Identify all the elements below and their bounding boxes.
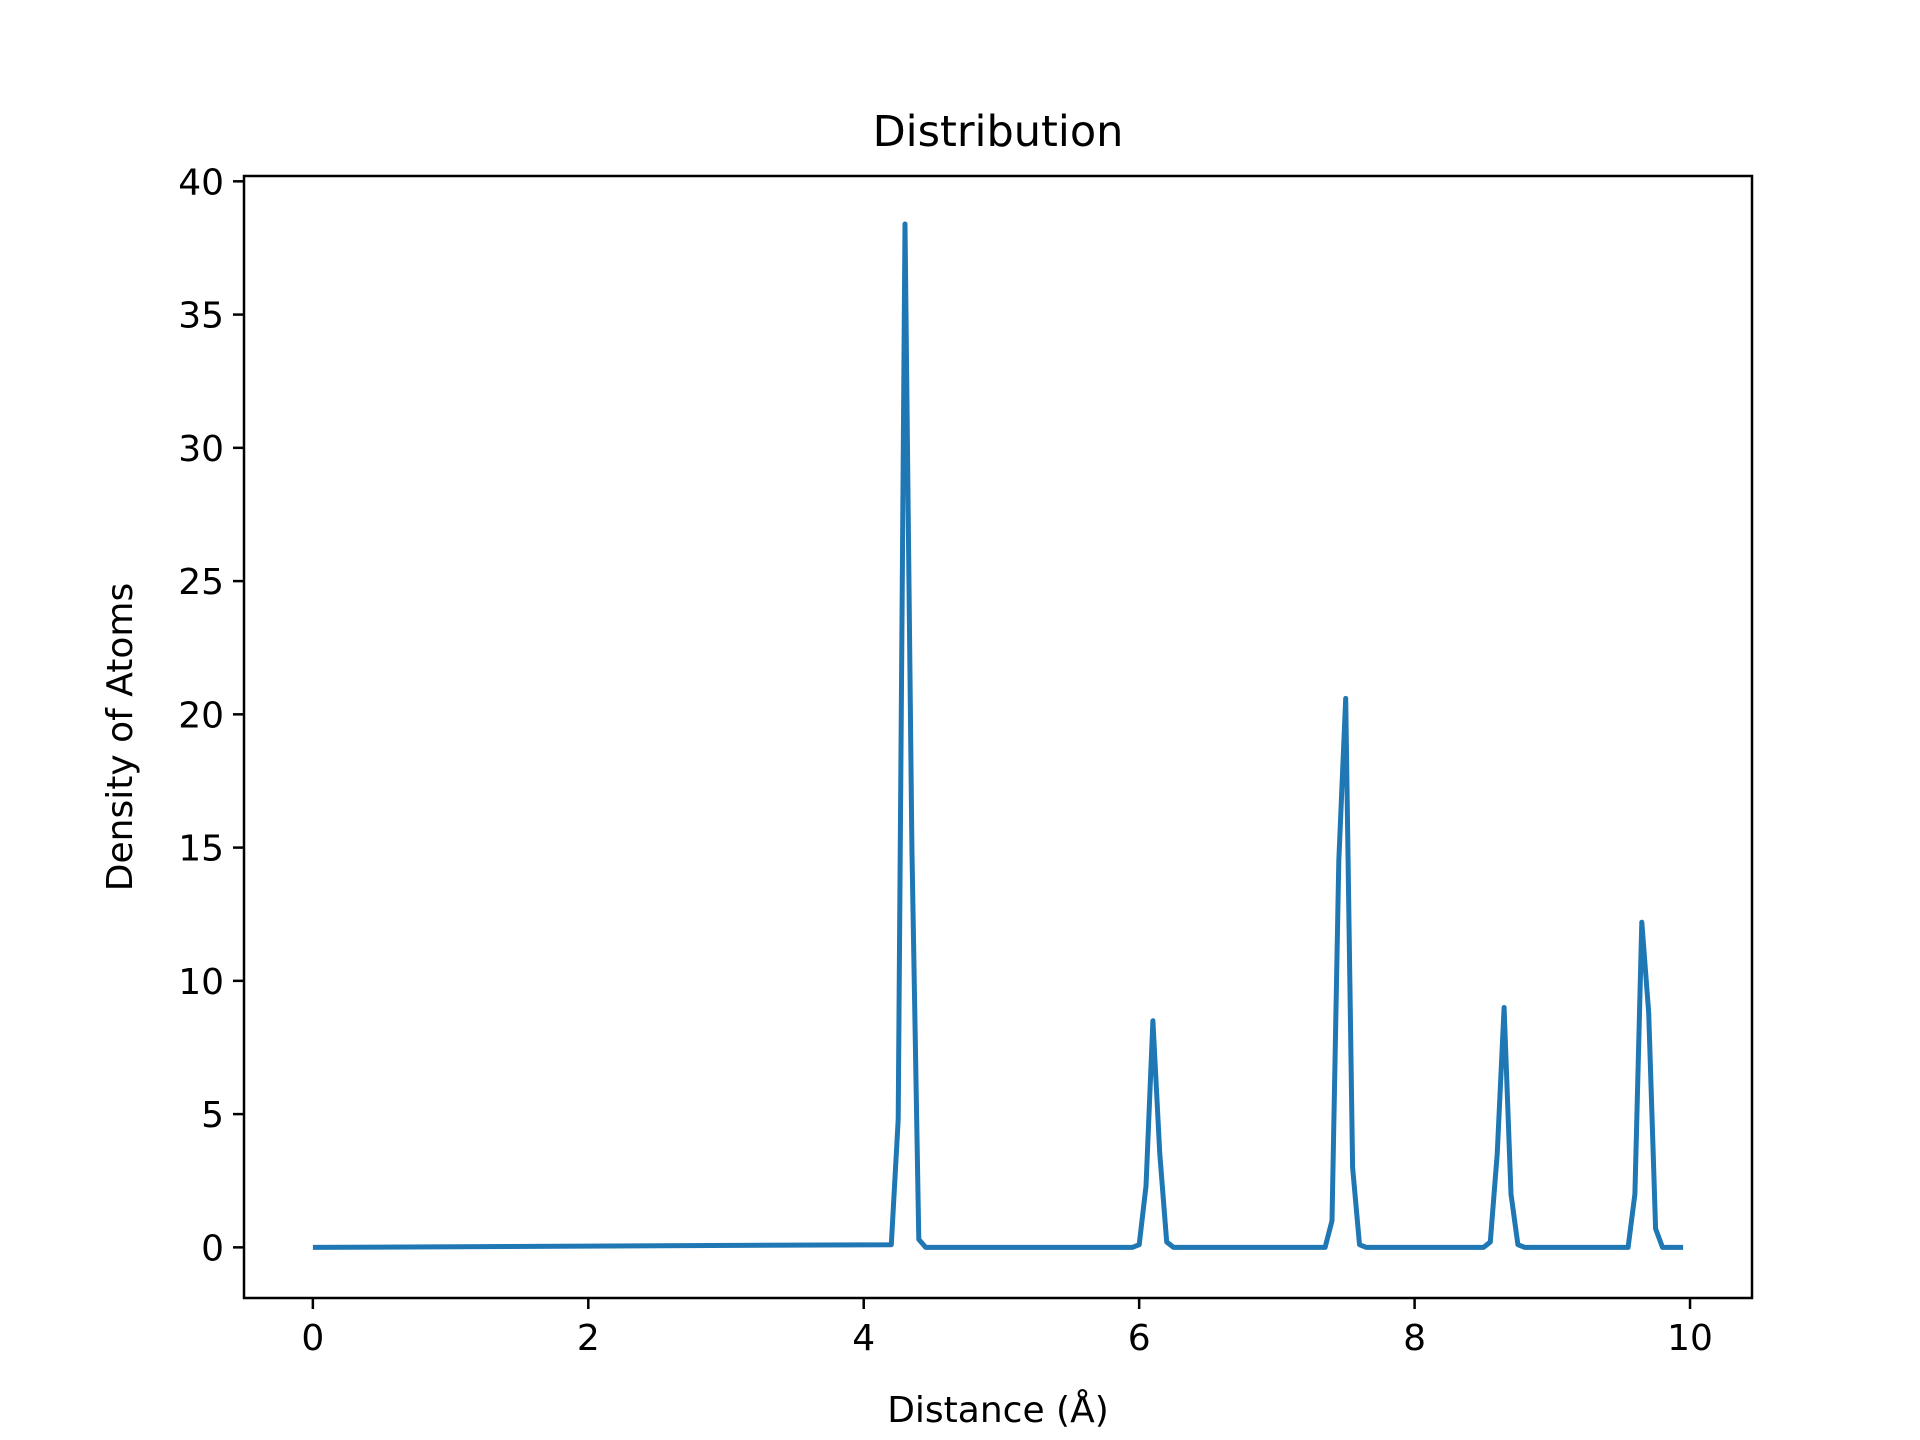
x-tick-label: 10 bbox=[1667, 1318, 1713, 1359]
chart-title: Distribution bbox=[873, 107, 1124, 157]
plot-frame bbox=[242, 174, 1754, 1300]
y-tick-label: 0 bbox=[201, 1228, 224, 1269]
x-axis-label: Distance (Å) bbox=[887, 1388, 1109, 1431]
x-tick-label: 6 bbox=[1128, 1318, 1151, 1359]
y-tick-label: 15 bbox=[178, 829, 224, 870]
y-tick-label: 30 bbox=[178, 429, 224, 470]
y-axis-label: Density of Atoms bbox=[100, 583, 141, 891]
x-tick-label: 0 bbox=[301, 1318, 324, 1359]
y-tick-label: 20 bbox=[178, 695, 224, 736]
y-tick-label: 10 bbox=[178, 962, 224, 1003]
x-tick-label: 2 bbox=[577, 1318, 600, 1359]
y-tick-label: 35 bbox=[178, 296, 224, 337]
y-tick-label: 5 bbox=[201, 1095, 224, 1136]
y-tick-label: 40 bbox=[178, 162, 224, 203]
x-tick-label: 4 bbox=[852, 1318, 875, 1359]
x-tick-label: 8 bbox=[1403, 1318, 1426, 1359]
x-axis: 0 2 4 6 8 10 bbox=[301, 1298, 1713, 1359]
y-axis: 0 5 10 15 20 25 30 35 40 bbox=[178, 162, 244, 1269]
y-tick-label: 25 bbox=[178, 562, 224, 603]
series-line bbox=[312, 221, 1684, 1250]
